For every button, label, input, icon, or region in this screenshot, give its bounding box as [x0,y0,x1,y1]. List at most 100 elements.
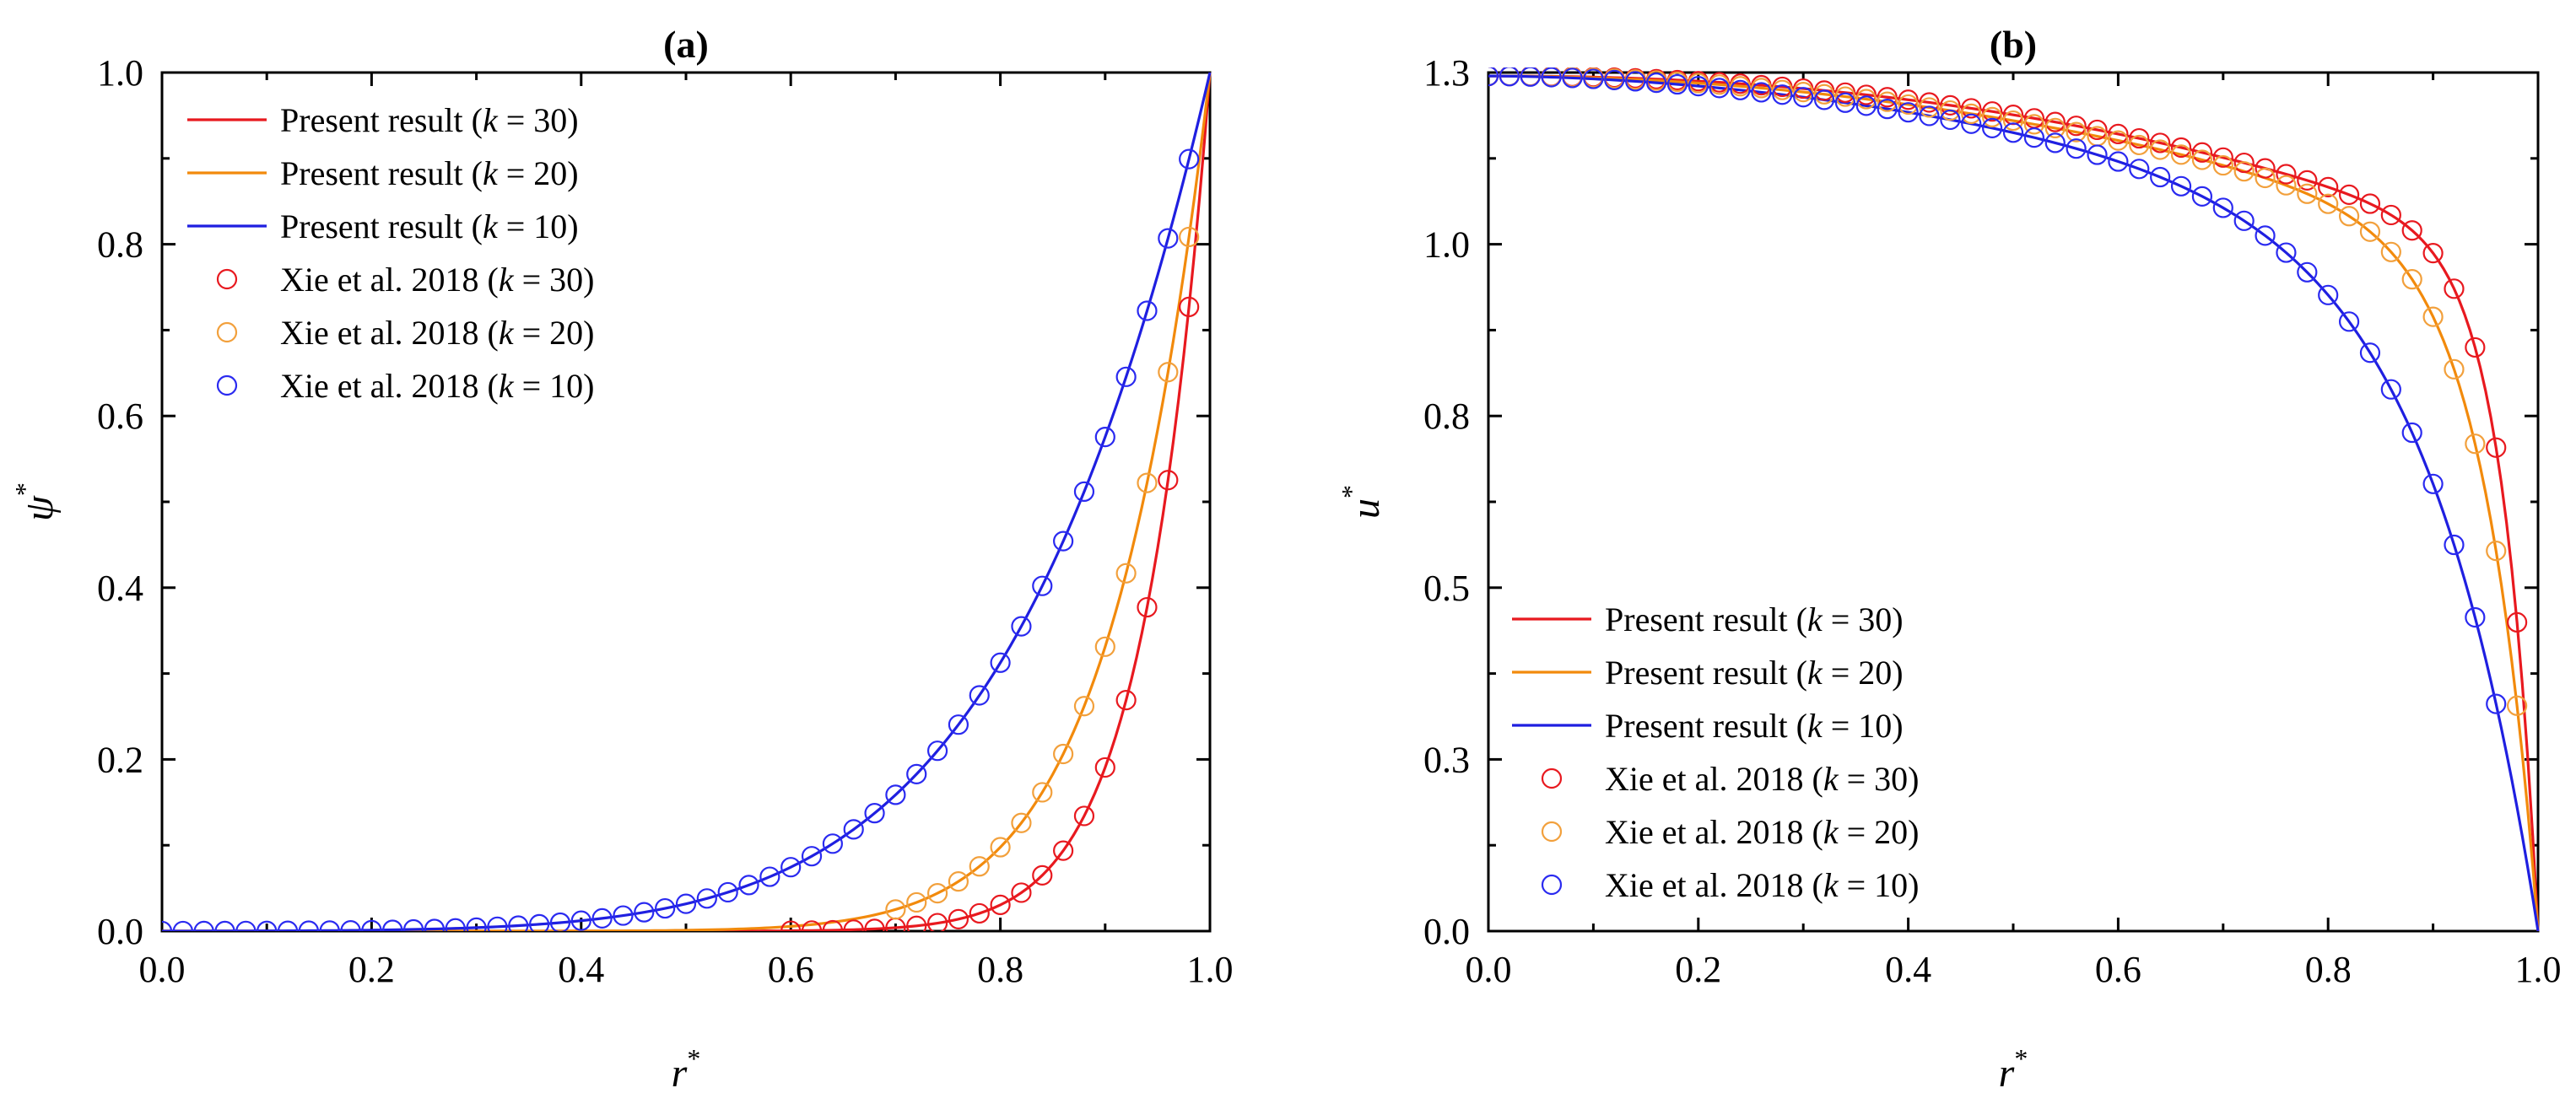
data-point [1855,84,1877,105]
data-point [906,763,927,784]
y-axis-label-superscript: * [1336,485,1366,498]
data-point [2191,186,2213,207]
data-point [1898,89,1919,110]
data-point [2422,306,2444,327]
legend-label-value: = 20) [498,154,579,192]
data-point [1919,92,1940,113]
legend-label-text: Xie et al. 2018 ( [1605,760,1823,798]
data-point [2297,170,2318,191]
data-point [2318,193,2339,214]
data-point [843,919,864,931]
y-axis-label-superscript: * [9,482,40,496]
data-point [1709,78,1730,99]
data-point [445,918,466,931]
data-point [1137,596,1158,618]
data-point [1053,840,1074,861]
data-point [1032,575,1053,596]
data-point [926,882,948,904]
legend-marker-swatch [1541,821,1563,843]
data-point [1961,98,1982,119]
data-point [1834,92,1856,113]
series-line-k10 [162,72,1212,931]
data-point [2507,695,2528,716]
data-point [1179,296,1200,317]
data-point [1520,67,1541,87]
data-point [969,856,990,877]
data-point [2486,693,2507,714]
data-point [2486,541,2507,562]
data-point [696,888,717,909]
series-markers-k30 [780,296,1200,931]
data-point [1813,83,1835,105]
x-tick-label: 1.0 [2515,949,2562,990]
data-point [1940,109,1961,131]
data-point [2170,137,2192,159]
legend-label: Present result (k = 10) [1605,707,1904,745]
data-point [2338,184,2360,205]
legend-label: Xie et al. 2018 (k = 30) [1605,760,1919,798]
panel-title: (a) [663,23,709,66]
data-point [1011,616,1032,637]
data-point [466,917,487,931]
data-point [1094,757,1115,778]
legend-label-value: = 20) [1839,813,1920,851]
panel-b: 0.0 0.2 0.4 0.6 0.8 1.0 0.0 0.3 0.5 0.8 1.0 1.3 (b) r… [1336,23,2562,1096]
data-point [801,920,823,931]
data-point [2002,122,2024,143]
data-point [2276,175,2297,196]
panel-title: (b) [1990,23,2037,66]
legend-label-value: = 30) [1839,760,1920,798]
data-point [780,920,802,931]
y-axis-label-main: u [1343,498,1388,519]
x-axis-label: r* [1999,1043,2028,1096]
data-point [2255,225,2276,246]
data-point [1961,113,1982,134]
data-point [1919,105,1940,127]
data-point [2380,241,2401,262]
data-point [2066,116,2087,137]
legend-label-value: = 30) [514,261,595,299]
data-point [319,920,340,931]
data-point [2401,220,2422,241]
legend-label-value: = 10) [1839,866,1920,904]
data-point [1919,97,1940,118]
data-point [2486,437,2507,458]
data-point [675,893,697,914]
data-point [2191,142,2213,163]
data-point [2422,473,2444,494]
data-point [2129,127,2150,149]
data-point [2276,242,2297,263]
data-point [634,902,655,923]
data-point [1179,226,1200,248]
y-tick-label: 0.0 [1423,911,1470,952]
series-line-k10 [1488,74,2540,931]
data-point [2044,111,2066,132]
data-point [2318,176,2339,197]
data-point [2044,117,2066,139]
legend-label: Present result (k = 20) [1605,654,1904,692]
data-point [948,908,969,929]
data-point [570,910,591,931]
x-tick-label: 0.0 [1466,949,1512,990]
data-point [822,919,843,931]
data-point [2255,158,2276,179]
legend-label-text: Xie et al. 2018 ( [1605,866,1823,904]
x-tick-label: 0.2 [348,949,395,990]
legend-label-k: k [1823,813,1839,851]
data-point [801,846,823,867]
data-point [1625,71,1646,92]
data-point [1877,87,1898,108]
data-point [402,918,424,931]
legend-label-value: = 20) [1823,654,1904,692]
legend-label-text: Present result ( [280,207,483,245]
data-point [738,875,759,896]
legend-label: Xie et al. 2018 (k = 10) [280,367,594,405]
data-point [1666,73,1688,95]
legend-label-text: Present result ( [1605,600,1807,638]
data-point [2401,422,2422,444]
data-point [969,685,990,706]
data-point [2212,154,2233,176]
data-point [214,920,235,931]
legend-label-k: k [499,261,515,299]
legend-marker-swatch [216,321,238,343]
